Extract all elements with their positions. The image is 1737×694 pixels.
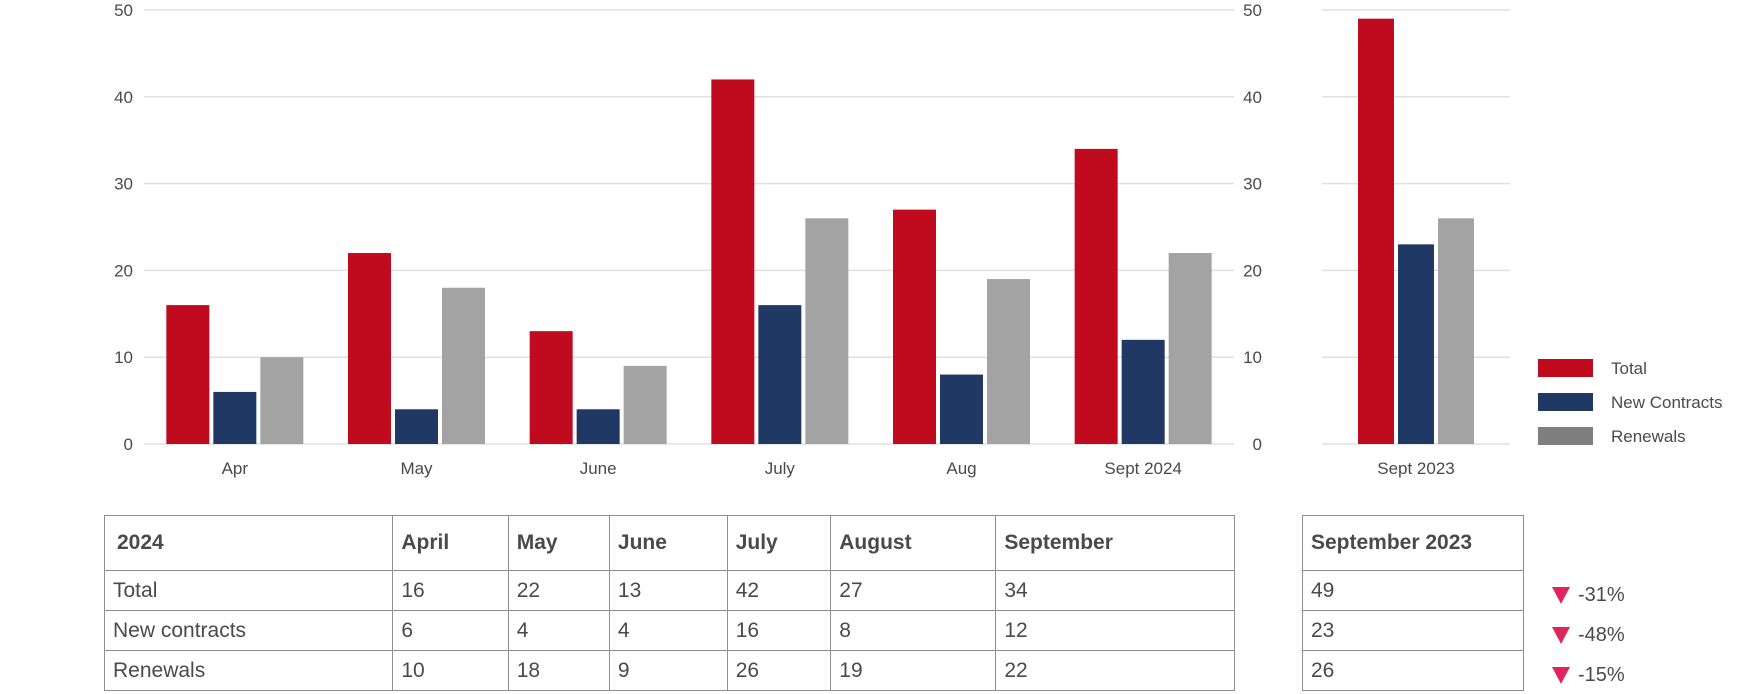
bar-new-contracts (1121, 339, 1165, 444)
bar-renewals (805, 218, 849, 444)
y-tick-label: 30 (1243, 175, 1262, 194)
bar-new-contracts (576, 409, 620, 444)
y-tick-label: 40 (1243, 88, 1262, 107)
bar-renewals (1438, 218, 1474, 444)
x-tick-label: May (400, 459, 433, 478)
y-tick-label: 20 (1243, 261, 1262, 280)
bar-total (1358, 18, 1394, 445)
table-cell: 42 (726, 570, 832, 611)
bar-renewals (260, 357, 304, 444)
bar-renewals (987, 279, 1030, 444)
bar-total (348, 253, 391, 444)
table-cell: 34 (995, 570, 1235, 611)
table-header-cell: June (608, 515, 728, 571)
table-header-row: 2024 April May June July August Septembe… (103, 515, 1235, 571)
table-cell: 26 (1302, 650, 1524, 691)
table-cell: 19 (830, 650, 997, 691)
table-header-cell: May (507, 515, 610, 571)
table-header-cell: September (995, 515, 1235, 571)
bar-new-contracts (213, 391, 257, 444)
x-tick-label: June (580, 459, 617, 478)
bar-total (711, 79, 755, 444)
y-tick-label: 50 (1243, 1, 1262, 20)
table-cell: 18 (507, 650, 610, 691)
y-tick-label: 50 (114, 1, 133, 20)
y-tick-label: 10 (114, 348, 133, 367)
table-row-total: Total 16 22 13 42 27 34 (103, 570, 1235, 611)
table-cell: Renewals (103, 650, 394, 691)
y-tick-label: 40 (114, 88, 133, 107)
change-value: -48% (1578, 624, 1625, 646)
bar-total (1074, 148, 1118, 444)
bar-renewals (623, 365, 667, 444)
change-new-contracts: -48% (1552, 624, 1625, 647)
x-tick-label: Aug (946, 459, 976, 478)
table-cell: 12 (995, 610, 1235, 651)
bar-renewals (442, 287, 485, 444)
bar-new-contracts (940, 374, 983, 444)
y-tick-label: 0 (1253, 435, 1262, 454)
data-table-sept-2023: September 2023 49 23 26 (1302, 515, 1524, 691)
table-row-renewals: 26 (1302, 650, 1524, 691)
table-cell: 4 (507, 610, 610, 651)
table-header-cell: July (726, 515, 832, 571)
table-header-cell: April (392, 515, 509, 571)
data-table-2024: 2024 April May June July August Septembe… (103, 515, 1235, 691)
change-total: -31% (1552, 584, 1625, 607)
x-tick-label: July (765, 459, 796, 478)
down-triangle-icon (1552, 627, 1570, 644)
table-header-cell: 2024 (103, 515, 394, 571)
table-header-cell: August (830, 515, 997, 571)
table-cell: 27 (830, 570, 997, 611)
table-row-new-contracts: 23 (1302, 610, 1524, 651)
bar-total (529, 331, 573, 444)
table-header-row: September 2023 (1302, 515, 1524, 571)
table-cell: 49 (1302, 570, 1524, 611)
table-cell: 4 (608, 610, 728, 651)
table-cell: 22 (995, 650, 1235, 691)
x-tick-label: Apr (222, 459, 249, 478)
table-cell: 16 (392, 570, 509, 611)
y-tick-label: 30 (114, 175, 133, 194)
table-cell: 9 (608, 650, 728, 691)
table-cell: 23 (1302, 610, 1524, 651)
table-row-total: 49 (1302, 570, 1524, 611)
legend-label: Total (1611, 359, 1647, 378)
table-cell: 6 (392, 610, 509, 651)
x-tick-label: Sept 2023 (1377, 459, 1455, 478)
table-row-new-contracts: New contracts 6 4 4 16 8 12 (103, 610, 1235, 651)
y-tick-label: 0 (124, 435, 133, 454)
table-cell: 26 (726, 650, 832, 691)
legend-label: Renewals (1611, 427, 1686, 446)
y-tick-label: 20 (114, 261, 133, 280)
bar-renewals (1168, 253, 1212, 444)
table-row-renewals: Renewals 10 18 9 26 19 22 (103, 650, 1235, 691)
table-cell: Total (103, 570, 394, 611)
bar-new-contracts (758, 305, 802, 444)
bar-total (893, 209, 936, 444)
table-cell: New contracts (103, 610, 394, 651)
table-cell: 16 (726, 610, 832, 651)
down-triangle-icon (1552, 587, 1570, 604)
x-tick-label: Sept 2024 (1104, 459, 1182, 478)
y-tick-label: 10 (1243, 348, 1262, 367)
change-value: -31% (1578, 584, 1625, 606)
table-cell: 10 (392, 650, 509, 691)
bar-total (166, 305, 210, 444)
table-cell: 13 (608, 570, 728, 611)
bar-new-contracts (1398, 244, 1434, 444)
legend-swatch (1538, 393, 1593, 411)
bar-new-contracts (395, 409, 438, 444)
change-value: -15% (1578, 664, 1625, 686)
table-header-cell: September 2023 (1302, 515, 1524, 571)
table-cell: 8 (830, 610, 997, 651)
change-renewals: -15% (1552, 664, 1625, 687)
legend-label: New Contracts (1611, 393, 1722, 412)
down-triangle-icon (1552, 667, 1570, 684)
legend-swatch (1538, 427, 1593, 445)
legend-swatch (1538, 359, 1593, 377)
table-cell: 22 (507, 570, 610, 611)
